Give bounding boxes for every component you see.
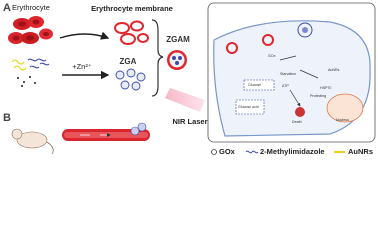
label: +Zn²⁺ — [72, 62, 92, 71]
figure: A Erythrocyte Erythrocyte membrane +Zn²⁺… — [3, 2, 376, 156]
erythrocytes — [8, 16, 53, 44]
cell-label: Death — [292, 120, 302, 124]
zgam-particle — [167, 50, 187, 70]
cell-label: Nucleus — [336, 118, 349, 122]
label: ZGAM — [166, 35, 190, 44]
cell-label: GOx — [268, 54, 276, 58]
cell-label: ATP — [282, 84, 289, 88]
mouse — [11, 128, 54, 155]
cell-label: HSP70 — [320, 86, 331, 90]
legend-label: AuNRs — [348, 147, 373, 156]
label: ZGA — [120, 57, 137, 66]
nucleus — [326, 93, 364, 123]
cell-label: Glucose acid — [238, 105, 259, 109]
bracket — [151, 19, 164, 97]
legend: GOx 2-Methylimidazole AuNRs — [211, 147, 373, 156]
legend-label: 2-Methylimidazole — [260, 147, 325, 156]
cell-label: Protecting — [310, 94, 326, 98]
panel-label: B — [3, 112, 11, 124]
cell-labels: Glucose Glucose acid ATP Starvation Prot… — [238, 54, 349, 124]
legend-label: GOx — [219, 147, 236, 156]
cell-label: AuNRs — [328, 68, 340, 72]
vessel — [62, 122, 150, 141]
panel-label: A — [3, 2, 11, 14]
label: NIR Laser — [172, 117, 207, 126]
cell-label: Starvation — [280, 72, 296, 76]
label: Erythrocyte membrane — [91, 4, 173, 13]
arrow — [59, 31, 110, 40]
label: Erythrocyte — [12, 3, 50, 12]
zga-particles — [115, 68, 146, 91]
precursors — [11, 58, 50, 87]
membrane — [114, 20, 149, 45]
cell-label: Glucose — [248, 83, 261, 87]
laser-beam — [165, 88, 205, 112]
cell-particles — [226, 22, 319, 117]
